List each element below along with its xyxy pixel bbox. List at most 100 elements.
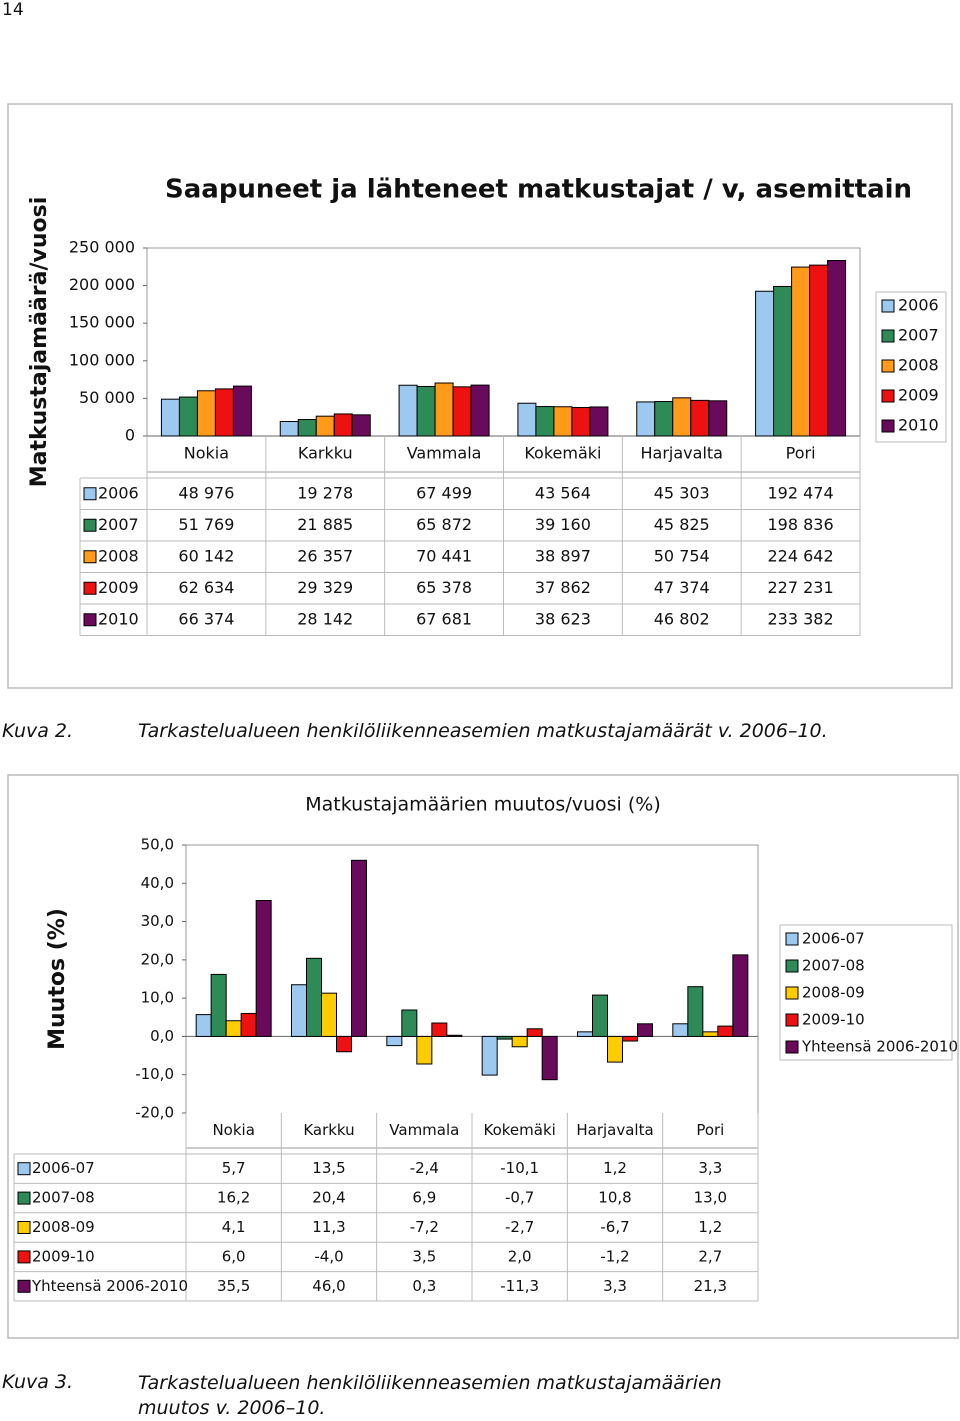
table-key: [17, 1221, 31, 1234]
table-key: [83, 550, 97, 564]
y-tick-label: 30,0: [141, 912, 174, 930]
chart-title: Saapuneet ja lähteneet matkustajat / v, …: [165, 175, 912, 205]
x-tick-label: Vammala: [389, 1121, 459, 1139]
table-cell: -0,7: [505, 1189, 534, 1207]
legend-box: [779, 924, 953, 1061]
plot-area: [185, 844, 759, 1149]
table-row-label: Yhteensä 2006-2010: [31, 1277, 188, 1295]
table-cell: 43 564: [535, 483, 591, 502]
table-cell: 10,8: [598, 1189, 631, 1207]
table-cell: -11,3: [500, 1277, 539, 1295]
table-cell: 39 160: [535, 515, 591, 534]
legend-label: 2007-08: [802, 957, 865, 975]
y-axis-label: Matkustajamäärä/vuosi: [27, 197, 52, 488]
table-cell: 16,2: [217, 1189, 250, 1207]
table-key: [17, 1162, 31, 1176]
table-key: [17, 1191, 31, 1205]
table-cell: 3,3: [603, 1277, 627, 1295]
bar: [255, 900, 272, 1037]
bar: [178, 396, 198, 437]
bar: [717, 1025, 734, 1037]
page-number: 14: [2, 0, 24, 20]
bar: [809, 264, 829, 437]
y-tick-label: -10,0: [135, 1065, 174, 1083]
bar: [732, 954, 749, 1037]
legend-label: 2006: [898, 296, 939, 315]
y-axis-label: Muutos (%): [45, 908, 70, 1050]
bar: [336, 1035, 352, 1053]
bar: [401, 1009, 418, 1037]
table-cell: -4,0: [314, 1247, 343, 1265]
bar: [672, 1023, 689, 1037]
y-tick-label: -20,0: [135, 1104, 174, 1122]
bar: [470, 384, 490, 437]
table-cell: 13,5: [312, 1159, 345, 1177]
table-key: [17, 1279, 31, 1293]
legend-label: 2009-10: [802, 1011, 865, 1029]
table-row-label: 2009: [98, 578, 139, 597]
y-tick-label: 0,0: [150, 1027, 174, 1045]
bar: [210, 973, 227, 1037]
y-tick-label: 0: [125, 426, 135, 445]
bar: [321, 992, 337, 1037]
bar: [446, 1034, 463, 1037]
table-cell: 2,7: [698, 1247, 722, 1265]
caption-label: Kuva 2.: [2, 720, 74, 742]
bar: [791, 266, 811, 437]
y-tick-label: 50 000: [79, 388, 135, 407]
table-cell: 28 142: [297, 609, 353, 628]
table-cell: 60 142: [178, 546, 234, 565]
table-cell: 198 836: [767, 515, 833, 534]
y-tick-label: 100 000: [69, 350, 135, 369]
table-cell: 67 681: [416, 609, 472, 628]
legend-box: [875, 291, 947, 443]
bar: [232, 385, 252, 437]
y-tick-label: 50,0: [141, 836, 174, 854]
bar: [434, 382, 454, 437]
table-cell: -7,2: [410, 1218, 439, 1236]
x-tick-label: Vammala: [407, 444, 482, 463]
table-cell: 1,2: [698, 1218, 722, 1236]
legend-key: [881, 419, 895, 433]
table-cell: 1,2: [603, 1159, 627, 1177]
table-cell: 6,0: [222, 1247, 246, 1265]
bar: [297, 419, 317, 437]
table-cell: 38 897: [535, 546, 591, 565]
table-cell: 4,1: [222, 1218, 246, 1236]
legend-key: [785, 1013, 799, 1027]
table-key: [83, 518, 97, 532]
table-row-label: 2008: [98, 546, 139, 565]
bar: [571, 407, 591, 437]
table-cell: 48 976: [178, 483, 234, 502]
x-tick-label: Pori: [786, 444, 816, 463]
bar: [702, 1031, 719, 1037]
table-row-label: 2007-08: [32, 1189, 95, 1207]
bar: [637, 1023, 653, 1037]
legend-label: 2008: [898, 356, 939, 375]
x-tick-label: Nokia: [212, 1121, 254, 1139]
x-tick-label: Harjavalta: [641, 444, 723, 463]
table-key: [83, 581, 97, 595]
table-cell: 21 885: [297, 515, 353, 534]
x-tick-label: Kokemäki: [524, 444, 601, 463]
bar: [240, 1012, 257, 1037]
caption-text: Tarkastelualueen henkilöliikenneasemien …: [138, 1372, 722, 1419]
bar: [225, 1020, 242, 1037]
bar: [607, 1035, 623, 1063]
legend-label: 2007: [898, 326, 939, 345]
table-cell: 38 623: [535, 609, 591, 628]
table-cell: 3,5: [412, 1247, 436, 1265]
bar: [577, 1031, 593, 1037]
table-row-label: 2009-10: [32, 1247, 95, 1265]
table-key: [83, 487, 97, 501]
table-cell: 47 374: [654, 578, 710, 597]
bar: [592, 994, 608, 1037]
table-row-label: 2010: [98, 609, 139, 628]
y-tick-label: 40,0: [141, 874, 174, 892]
table-cell: 35,5: [217, 1277, 250, 1295]
bar: [195, 1014, 212, 1037]
bar: [827, 259, 847, 437]
bar: [416, 1035, 433, 1065]
legend-key: [785, 932, 799, 946]
